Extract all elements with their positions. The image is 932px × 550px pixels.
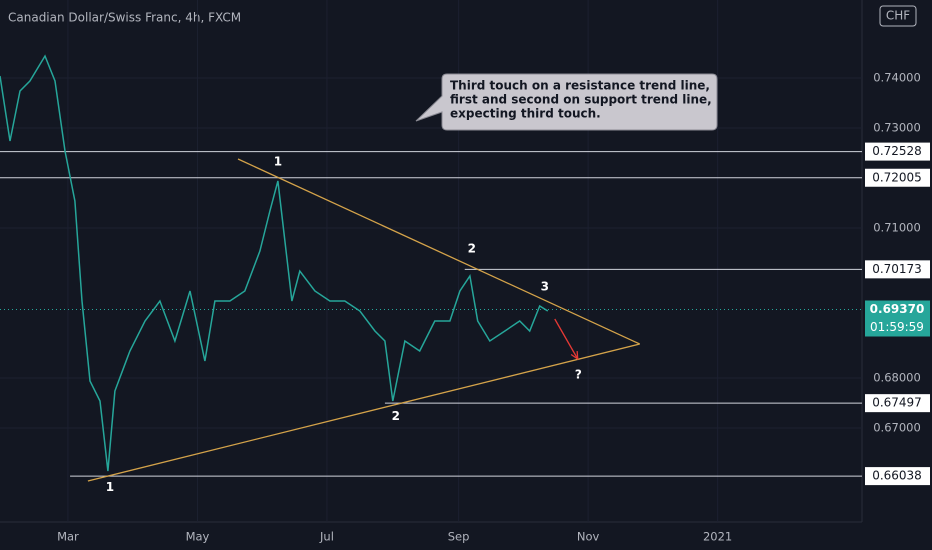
level-label: 0.72528 [872,144,922,158]
x-tick-label: Mar [57,530,79,544]
level-label-box [865,142,930,161]
callout-line: expecting third touch. [450,107,601,121]
y-tick-label: 0.73000 [873,121,921,135]
annotation: 2 [392,409,400,423]
x-tick-label: Sep [448,530,470,544]
y-tick-label: 0.68000 [873,371,921,385]
y-tick-label: 0.71000 [873,221,921,235]
annotation: 1 [274,155,282,169]
level-label-box [865,394,930,413]
level-label: 0.67497 [872,396,922,410]
arrow [554,318,579,360]
annotation: 1 [106,480,114,494]
annotation: ? [575,368,582,382]
annotation: 3 [541,280,549,294]
trend-line [237,158,640,345]
last-price-label: 0.69370 [870,302,925,316]
last-price-box [865,300,930,337]
x-tick-label: Nov [577,530,600,544]
callout-line: Third touch on a resistance trend line, [450,79,710,93]
x-tick-label: Jul [319,530,334,544]
chart-title: Canadian Dollar/Swiss Franc, 4h, FXCM [8,11,241,25]
price-line [0,54,549,472]
timer-label: 01:59:59 [870,320,924,334]
arrow-head [570,350,579,361]
y-tick-label: 0.67000 [873,421,921,435]
callout: Third touch on a resistance trend line, … [415,73,718,131]
currency-label: CHF [886,9,910,23]
x-tick-label: May [186,530,210,544]
level-label: 0.72005 [872,170,922,184]
level-label: 0.66038 [872,469,922,483]
x-tick-label: 2021 [703,530,732,544]
level-label-box [865,168,930,187]
callout-box [415,73,718,131]
level-label-box [865,260,930,279]
level-label: 0.70173 [872,262,922,276]
callout-line: first and second on support trend line, [450,93,712,107]
currency-box [879,5,917,27]
level-label-box [865,467,930,486]
y-tick-label: 0.74000 [873,71,921,85]
trend-line [87,343,640,482]
annotation: 2 [468,242,476,256]
